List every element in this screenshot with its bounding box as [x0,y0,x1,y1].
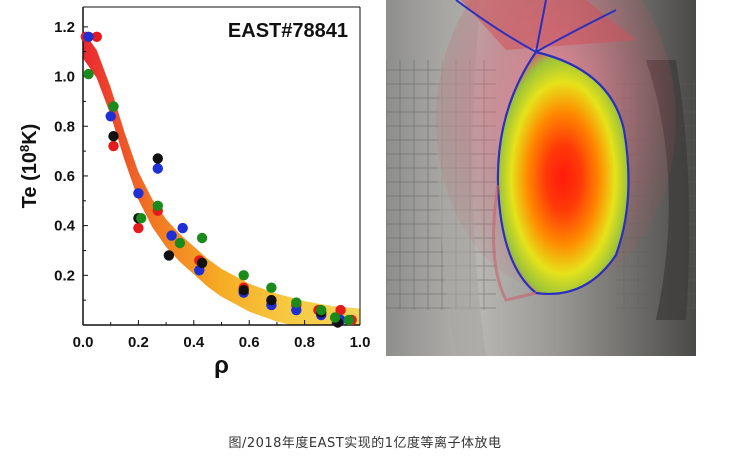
plasma-boundary [496,50,630,295]
x-tick-label: 0.6 [239,334,260,351]
data-point-series-2 [166,230,177,241]
data-point-series-4 [108,101,119,112]
data-point-series-4 [266,282,277,293]
data-point-series-1 [108,140,119,152]
fit-band [83,30,360,326]
y-tick-label: 1.0 [54,69,75,86]
data-point-series-4 [329,312,341,323]
data-point-series-4 [196,232,208,244]
data-point-series-1 [91,31,103,42]
x-tick-label: 0.2 [128,334,149,351]
data-point-series-1 [133,222,144,234]
data-point-series-2 [133,188,144,199]
data-point-series-3 [163,250,175,261]
data-point-series-3 [238,285,249,296]
y-tick-label: 0.4 [54,218,76,235]
data-point-series-3 [152,153,163,164]
data-point-series-4 [136,213,147,224]
data-point-series-3 [196,257,208,269]
data-point-series-4 [238,270,249,281]
data-point-series-4 [316,304,327,316]
data-point-series-1 [335,304,346,316]
y-tick-label: 0.8 [54,118,75,135]
data-point-series-3 [108,131,119,142]
x-tick-label: 0.8 [294,334,315,351]
x-axis-label: ρ [214,352,229,379]
temperature-profile-chart: 0.2 0.4 0.6 0.8 1.0 1.2 0.0 0.2 0.4 0.6 0.8 1.0 EAST… [0,0,380,380]
x-tick-label: 0.4 [183,334,205,351]
x-tick-label: 1.0 [350,334,371,351]
data-point-series-4 [343,314,355,326]
data-point-series-2 [291,304,302,316]
y-tick-label: 0.2 [54,267,75,284]
chart-svg: 0.2 0.4 0.6 0.8 1.0 1.2 0.0 0.2 0.4 0.6 0.8 1.0 EAST… [17,6,371,379]
x-tick-label: 0.0 [73,334,94,351]
plasma-photo [386,0,696,356]
y-tick-label: 1.2 [54,19,75,36]
data-point-series-2 [83,31,94,42]
data-point-series-3 [266,295,277,306]
data-point-series-2 [177,222,188,234]
data-point-series-2 [152,163,163,174]
data-point-series-4 [83,68,94,80]
y-axis-label: Te (108K) [17,124,42,209]
data-point-series-2 [105,111,116,122]
plasma-core [497,52,629,294]
chart-title: EAST#78841 [228,20,348,42]
figure-caption: 图/2018年度EAST实现的1亿度等离子体放电 [228,436,502,451]
plasma-photo-image [386,0,696,356]
data-point-series-4 [291,297,302,308]
data-point-series-4 [174,237,186,249]
y-tick-label: 0.6 [54,168,75,185]
data-point-series-4 [152,200,163,211]
